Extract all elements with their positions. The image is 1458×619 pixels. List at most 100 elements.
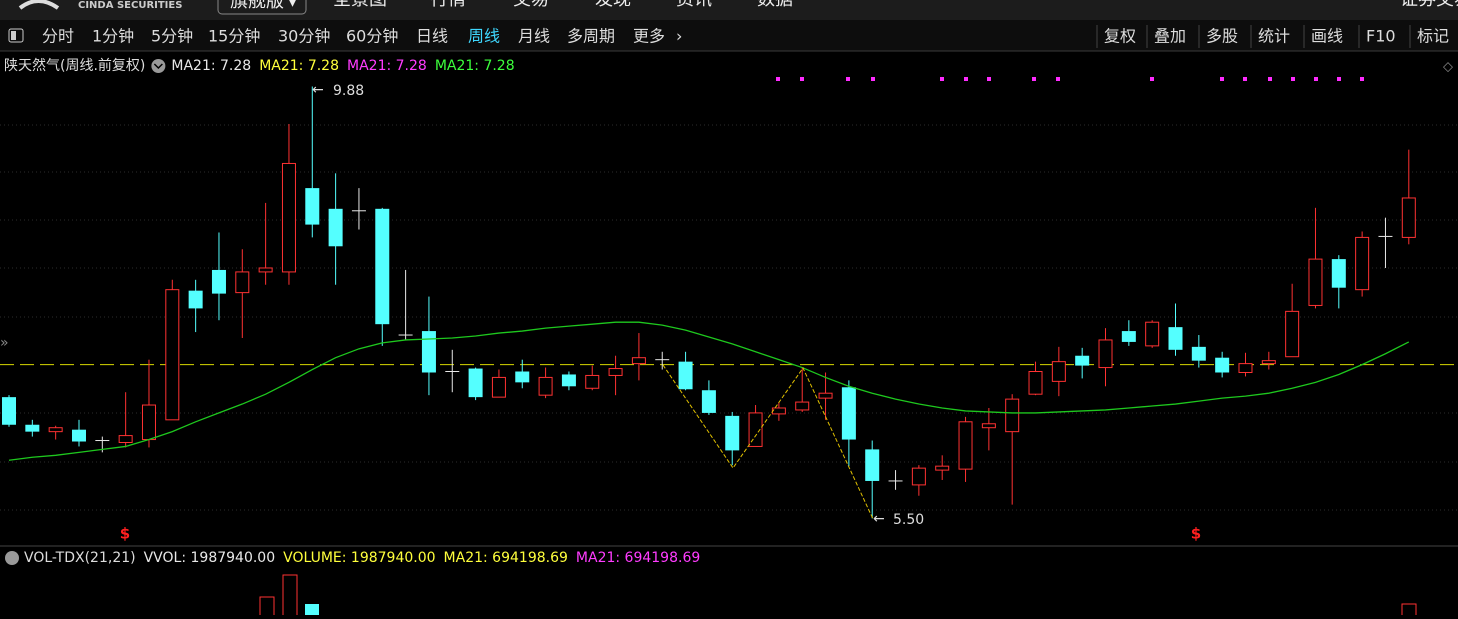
candle-body: [1028, 371, 1043, 395]
indicator-value: MA21: 7.28: [259, 58, 339, 74]
candle-body: [1285, 310, 1300, 358]
nav-item[interactable]: 数据: [757, 0, 793, 10]
indicator-value: MA21: 694198.69: [444, 550, 568, 566]
nav-item[interactable]: 交易: [513, 0, 549, 10]
candle-body: [1075, 355, 1090, 366]
arrow: ←: [873, 511, 885, 527]
edition-button[interactable]: [217, 0, 307, 15]
sidebar-toggle[interactable]: [8, 28, 24, 43]
tool-button[interactable]: 多股: [1206, 27, 1238, 46]
candle-body: [935, 465, 950, 471]
candle-body: [865, 449, 880, 481]
ma-line: [8, 321, 1410, 461]
candle-body: [608, 368, 623, 376]
settings-icon[interactable]: [5, 551, 19, 565]
candle-body: [235, 271, 250, 294]
logo-icon: [18, 0, 60, 10]
candle-body: [725, 415, 740, 451]
candle-body: [375, 208, 390, 325]
nav-item[interactable]: 全景图: [333, 0, 387, 10]
nav-item[interactable]: 发现: [595, 0, 631, 10]
candle-body: [1401, 197, 1416, 238]
indicator-value: VVOL: 1987940.00: [144, 550, 276, 566]
candle-body: [701, 390, 716, 413]
panel-title: 陕天然气(周线.前复权): [4, 57, 145, 74]
toolbar: [0, 20, 1458, 51]
candle-body: [1098, 339, 1113, 369]
dropdown-arrow: ▾: [288, 0, 297, 12]
candle-body: [678, 361, 693, 390]
candle-body: [118, 435, 133, 443]
tool-button[interactable]: 画线: [1311, 27, 1343, 46]
candle-body: [258, 267, 273, 273]
period-tab[interactable]: 月线: [518, 27, 550, 46]
period-tab[interactable]: 日线: [416, 27, 448, 46]
tool-button[interactable]: 叠加: [1154, 27, 1186, 46]
period-tab[interactable]: 30分钟: [278, 27, 330, 46]
indicator-value: VOLUME: 1987940.00: [283, 550, 435, 566]
high-annotation: 9.88: [333, 83, 364, 99]
period-tab[interactable]: 更多: [633, 27, 665, 46]
signal-marker: $: [120, 525, 130, 543]
nav-item[interactable]: 资讯: [676, 0, 712, 10]
nav-item[interactable]: 行情: [430, 0, 466, 10]
tool-button[interactable]: 统计: [1258, 27, 1290, 46]
candle-body: [818, 392, 833, 399]
candle-body: [981, 423, 996, 429]
sidebar-toggle-icon: [11, 31, 16, 40]
volume-bars: [259, 574, 1417, 618]
period-tab[interactable]: 15分钟: [208, 27, 260, 46]
period-tab[interactable]: 分时: [42, 27, 74, 46]
candle-body: [1308, 258, 1323, 306]
signal-marker: $: [1191, 525, 1201, 543]
period-tab[interactable]: 60分钟: [346, 27, 398, 46]
period-tab[interactable]: 1分钟: [92, 27, 134, 46]
drawn-zigzag: [662, 364, 874, 520]
indicator-value: MA21: 7.28: [347, 58, 427, 74]
candle-body: [48, 427, 63, 433]
period-tab[interactable]: 5分钟: [151, 27, 193, 46]
tool-button[interactable]: 标记: [1417, 27, 1449, 46]
candle-body: [841, 387, 856, 440]
low-annotation: 5.50: [893, 512, 924, 528]
candle-body: [491, 376, 506, 398]
candle-body: [1215, 357, 1230, 373]
candle-body: [165, 289, 180, 421]
candle-body: [2, 397, 16, 425]
candle-body: [748, 412, 763, 447]
candle-body: [281, 162, 296, 273]
candle-body: [71, 429, 86, 442]
candle-body: [585, 374, 600, 389]
nav-item[interactable]: 证券交易: [1400, 0, 1458, 10]
candle-body: [958, 421, 973, 470]
corner-icon[interactable]: ◇: [1443, 60, 1453, 75]
more-arrow: ›: [676, 27, 682, 46]
candle-body: [1191, 346, 1206, 361]
candle-body: [1355, 236, 1370, 291]
expand-icon[interactable]: »: [0, 335, 9, 351]
candle-body: [1121, 331, 1136, 342]
candle-body: [911, 467, 926, 486]
candle-body: [141, 404, 156, 441]
candle-body: [1238, 363, 1253, 373]
period-tab[interactable]: 周线: [468, 27, 500, 46]
candle-body: [421, 331, 436, 373]
candle-body: [561, 374, 576, 387]
edition[interactable]: 旗舰版: [230, 0, 284, 12]
period-tab[interactable]: 多周期: [567, 27, 615, 46]
indicator-value: MA21: 694198.69: [576, 550, 700, 566]
candle-body: [25, 424, 40, 432]
candle-body: [538, 376, 553, 396]
candle-body: [515, 371, 530, 383]
tool-button[interactable]: F10: [1366, 27, 1396, 46]
candle-body: [1051, 361, 1066, 382]
candle-body: [305, 188, 320, 225]
settings-icon[interactable]: [151, 59, 166, 73]
candle-body: [795, 401, 810, 411]
tool-button[interactable]: 复权: [1104, 27, 1136, 46]
candle-body: [328, 208, 343, 247]
candle-body: [631, 357, 646, 365]
panel-title: VOL-TDX(21,21): [24, 550, 136, 566]
candle-body: [1168, 327, 1183, 350]
